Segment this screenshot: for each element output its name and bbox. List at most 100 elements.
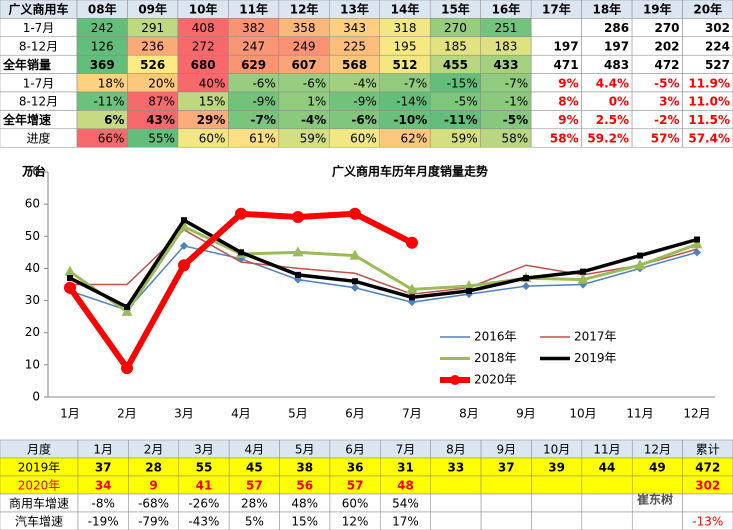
point [349, 249, 361, 260]
data-cell [631, 475, 683, 495]
cell-text: 291 [141, 21, 164, 35]
data-cell [430, 475, 482, 495]
header-text: 10月 [543, 443, 570, 457]
cell-text: 526 [140, 58, 165, 72]
cell-text: 224 [705, 40, 730, 54]
cell-text: 29% [197, 113, 226, 127]
cell-text: -11% [444, 113, 478, 127]
cell-text: 270 [444, 21, 467, 35]
cell-text: -13% [692, 515, 723, 529]
header-text: 累计 [696, 443, 720, 457]
header-text: 7月 [396, 443, 416, 457]
row-label: 商用车增速 [9, 496, 69, 511]
row-label: 2020年 [18, 479, 61, 493]
data-cell [682, 493, 733, 513]
x-tick-label: 10月 [569, 407, 596, 421]
cell-text: -7% [404, 76, 427, 90]
y-tick-label: 70 [25, 165, 40, 179]
point [238, 249, 244, 256]
cell-text: 60% [342, 497, 369, 511]
point [580, 268, 586, 275]
point [178, 220, 190, 231]
cell-text: 59% [451, 132, 478, 146]
header-text: 广义商用车 [8, 2, 68, 17]
y-tick-label: 10 [25, 357, 40, 371]
cell-text: 8% [558, 95, 578, 109]
cell-text: 358 [293, 21, 316, 35]
cell-text: -8% [92, 497, 115, 511]
legend-label: 2016年 [474, 330, 517, 344]
header-text: 17年 [542, 2, 571, 17]
cell-text: 20% [148, 76, 175, 90]
cell-text: -6% [351, 113, 376, 127]
cell-text: 247 [242, 40, 265, 54]
header-text: 18年 [592, 2, 621, 17]
point [121, 305, 133, 316]
cell-text: 185 [444, 40, 467, 54]
cell-text: 44 [599, 461, 616, 475]
legend-label: 2018年 [474, 351, 517, 365]
cell-text: 302 [695, 479, 720, 493]
cell-text: -5% [454, 95, 477, 109]
y-tick-label: 20 [25, 325, 40, 339]
data-cell [480, 511, 532, 530]
cell-text: 183 [494, 40, 517, 54]
header-text: 月度 [27, 442, 51, 457]
cell-text: 408 [192, 21, 215, 35]
point [634, 259, 646, 270]
cell-text: 45 [246, 461, 263, 475]
y-tick-label: 0 [32, 390, 40, 404]
header-text: 12年 [290, 2, 319, 17]
cell-text: 58% [550, 132, 579, 146]
header-text: 12月 [644, 443, 671, 457]
cell-text: 58% [501, 132, 528, 146]
point [406, 283, 418, 294]
series-line [69, 217, 698, 310]
cell-text: 59% [300, 132, 327, 146]
cell-text: 2.5% [596, 113, 629, 127]
cell-text: 195 [394, 40, 417, 54]
cell-text: 197 [604, 40, 629, 54]
watermark: 崔东树 [637, 492, 673, 507]
x-tick-label: 5月 [288, 407, 308, 421]
header-text: 1月 [93, 443, 113, 457]
cell-text: 57.4% [688, 132, 730, 146]
cell-text: -7% [505, 76, 528, 90]
point [181, 217, 187, 224]
cell-text: 11.0% [688, 95, 730, 109]
cell-text: 471 [554, 58, 579, 72]
cell-text: 28% [241, 497, 268, 511]
cell-text: -9% [353, 95, 376, 109]
header-text: 19年 [643, 2, 672, 17]
x-tick-label: 3月 [174, 407, 194, 421]
x-tick-label: 12月 [683, 407, 710, 421]
cell-text: 286 [604, 21, 629, 35]
cell-text: -6% [303, 76, 326, 90]
cell-text: 472 [654, 58, 679, 72]
row-label: 1-7月 [23, 21, 55, 35]
cell-text: 55 [196, 461, 213, 475]
cell-text: -7% [250, 113, 275, 127]
header-text: 11月 [593, 443, 620, 457]
point [577, 273, 589, 284]
cell-text: -5% [503, 113, 528, 127]
cell-text: 302 [705, 21, 730, 35]
row-label: 8-12月 [19, 95, 58, 109]
cell-text: 11.5% [688, 113, 730, 127]
x-tick-label: 4月 [231, 407, 251, 421]
point [178, 259, 190, 272]
cell-text: 382 [242, 21, 265, 35]
cell-text: 40% [199, 76, 226, 90]
cell-text: 59.2% [587, 132, 629, 146]
x-tick-label: 8月 [459, 407, 479, 421]
x-tick-label: 7月 [402, 407, 422, 421]
point [351, 283, 359, 292]
legend-label: 2019年 [574, 351, 617, 365]
cell-text: 343 [343, 21, 366, 35]
point [406, 236, 418, 249]
cell-text: 60% [199, 132, 226, 146]
header-text: 8月 [446, 443, 466, 457]
cell-text: 126 [91, 40, 114, 54]
point [292, 246, 304, 257]
data-cell [581, 475, 633, 495]
